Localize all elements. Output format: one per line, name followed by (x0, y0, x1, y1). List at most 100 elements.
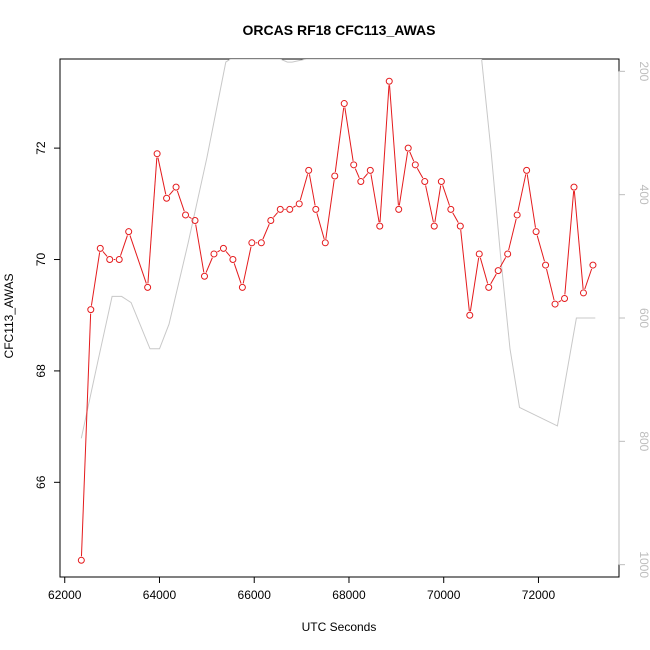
data-line-segment (389, 85, 399, 206)
data-line-segment (157, 157, 167, 195)
data-line-segment (558, 300, 562, 303)
data-line-segment (398, 151, 409, 206)
x-tick-label: 66000 (238, 588, 272, 602)
data-line-segment (584, 268, 593, 290)
x-axis: 62000 64000 66000 68000 70000 72000 (48, 576, 556, 602)
x-tick-label: 70000 (427, 588, 461, 602)
data-line-segment (416, 168, 424, 179)
data-line-segment (120, 235, 128, 256)
data-point (106, 256, 114, 264)
data-line-segment (517, 174, 527, 212)
data-point (570, 183, 578, 191)
data-point (77, 556, 85, 564)
data-line-segment (379, 85, 390, 223)
data-point (366, 166, 374, 174)
data-line-segment (205, 257, 213, 273)
data-line-segment (479, 257, 489, 284)
data-point (267, 217, 275, 225)
data-point (504, 250, 512, 258)
data-line-segment (452, 212, 459, 223)
data-line-segment (90, 252, 101, 306)
data-point (430, 222, 438, 230)
x-tick-label: 62000 (48, 588, 82, 602)
data-point (172, 183, 180, 191)
data-point (561, 295, 569, 303)
data-line-segment (299, 174, 309, 201)
data-point (191, 217, 199, 225)
data-point (532, 228, 540, 236)
x-tick-label: 68000 (332, 588, 366, 602)
data-point (485, 283, 493, 291)
data-point (395, 205, 403, 213)
data-line-segment (508, 218, 517, 251)
data-point (542, 261, 550, 269)
data-line-segment (344, 107, 354, 161)
data-point (210, 250, 218, 258)
chart-title: ORCAS RF18 CFC113_AWAS (243, 22, 436, 38)
data-line-segment (469, 257, 480, 312)
data-point (182, 211, 190, 219)
data-point (257, 239, 265, 247)
data-point (456, 222, 464, 230)
right-tick-label: 1000 (637, 551, 650, 578)
data-point (411, 161, 419, 169)
plot-area (77, 59, 597, 564)
x-axis-label: UTC Seconds (302, 620, 377, 634)
data-line-segment (334, 107, 345, 173)
right-tick-label: 400 (637, 185, 650, 205)
right-tick-label: 600 (637, 308, 650, 328)
x-tick-label: 64000 (143, 588, 177, 602)
data-point (447, 205, 455, 213)
data-point (305, 166, 313, 174)
data-line-segment (460, 230, 470, 312)
data-point (551, 300, 559, 308)
data-point (229, 256, 237, 264)
data-line-segment (442, 185, 451, 206)
data-line-segment (308, 174, 316, 206)
data-line-segment (242, 246, 252, 284)
data-line-segment (292, 205, 297, 208)
right-axis: 200 400 600 800 1000 (618, 61, 650, 578)
data-point (404, 144, 412, 152)
data-line-segment (354, 168, 360, 179)
data-point (219, 244, 227, 252)
data-line-segment (273, 212, 279, 218)
data-point (125, 228, 133, 236)
data-point (357, 178, 365, 186)
data-point (331, 172, 339, 180)
data-line-segment (409, 151, 415, 162)
data-line-segment (546, 268, 555, 301)
data-point (466, 311, 474, 319)
data-point (579, 289, 587, 297)
data-line-segment (526, 174, 536, 228)
data-point (385, 77, 393, 85)
data-line-segment (316, 213, 325, 240)
data-line-segment (490, 273, 497, 285)
data-line-segment (80, 313, 92, 557)
data-point (312, 205, 320, 213)
x-tick-label: 72000 (522, 588, 556, 602)
data-line-segment (188, 216, 192, 219)
right-tick-label: 200 (637, 61, 650, 81)
data-point (238, 283, 246, 291)
data-line-segment (233, 263, 242, 284)
data-line-segment (536, 235, 545, 262)
data-line-segment (434, 185, 442, 223)
data-line-segment (325, 179, 335, 239)
y-tick-label: 68 (34, 364, 48, 378)
data-point (421, 178, 429, 186)
data-line-segment (168, 189, 174, 196)
data-point (350, 161, 358, 169)
data-point (96, 244, 104, 252)
data-point (376, 222, 384, 230)
data-line-segment (262, 224, 270, 240)
data-point (200, 272, 208, 280)
data-point (494, 267, 502, 275)
data-line-segment (195, 224, 205, 273)
data-point (513, 211, 521, 219)
data-point (115, 256, 123, 264)
data-point (87, 306, 95, 314)
y-tick-label: 66 (34, 475, 48, 489)
data-point (340, 100, 348, 108)
